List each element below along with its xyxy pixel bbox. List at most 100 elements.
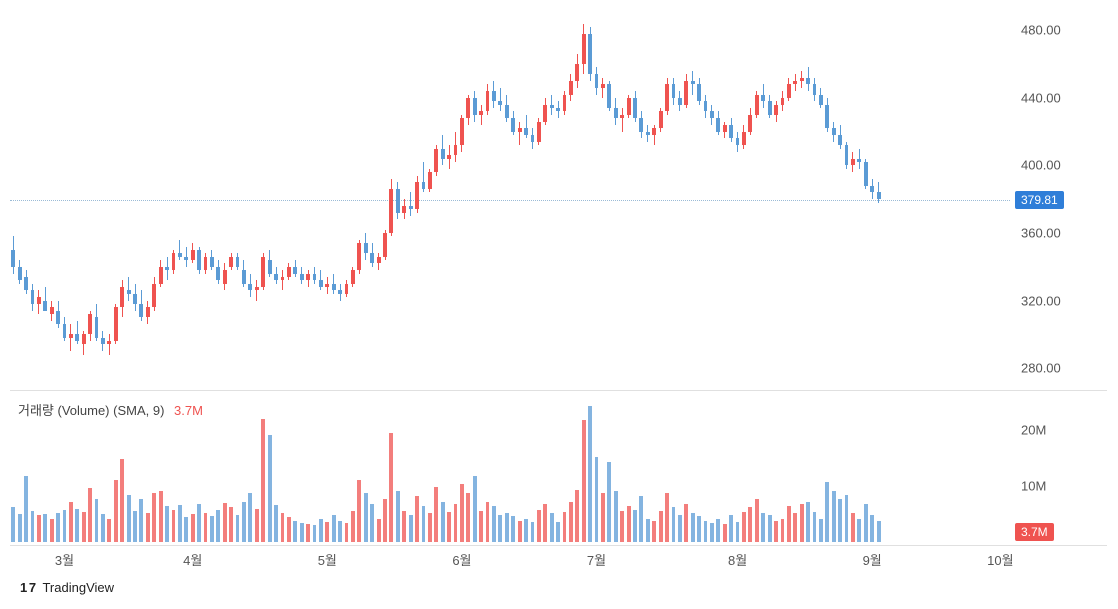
volume-axis[interactable]: 10M20M3.7M <box>1015 397 1110 542</box>
candle-body <box>582 34 586 64</box>
candle-body <box>107 341 111 344</box>
volume-bar <box>537 510 541 542</box>
candle-body <box>332 284 336 291</box>
volume-bar <box>441 502 445 542</box>
candle-body <box>787 84 791 98</box>
candle-body <box>479 111 483 114</box>
candle-body <box>120 287 124 307</box>
candle-body <box>729 125 733 139</box>
volume-bar <box>56 513 60 542</box>
candle-body <box>306 274 310 281</box>
candle-body <box>127 290 131 293</box>
candle-wick <box>481 105 482 125</box>
candle-body <box>18 267 22 281</box>
volume-bar <box>454 504 458 542</box>
candle-body <box>556 108 560 111</box>
volume-bar <box>63 510 67 542</box>
candle-body <box>678 98 682 105</box>
price-axis[interactable]: 280.00320.00360.00400.00440.00480.00379.… <box>1015 5 1110 385</box>
volume-bar <box>627 506 631 542</box>
volume-bar <box>306 524 310 542</box>
candle-body <box>172 253 176 270</box>
volume-bar <box>825 482 829 542</box>
candle-body <box>409 206 413 209</box>
volume-bar <box>563 512 567 542</box>
volume-bar <box>601 493 605 542</box>
volume-bar <box>43 514 47 542</box>
candle-body <box>300 274 304 281</box>
time-tick-label: 6월 <box>452 550 471 569</box>
candle-body <box>434 149 438 173</box>
candle-body <box>755 95 759 115</box>
volume-bar <box>313 525 317 542</box>
volume-bar <box>101 514 105 542</box>
candle-body <box>370 253 374 263</box>
candle-body <box>338 290 342 293</box>
candle-body <box>274 274 278 281</box>
price-chart-pane[interactable] <box>10 5 1010 385</box>
candle-body <box>402 206 406 213</box>
last-price-line <box>10 200 1010 201</box>
candle-body <box>223 270 227 284</box>
candle-body <box>325 284 329 287</box>
candle-body <box>473 98 477 115</box>
candle-body <box>870 186 874 193</box>
volume-bar <box>806 502 810 542</box>
candle-wick <box>410 192 411 216</box>
volume-bar <box>781 519 785 542</box>
candle-body <box>684 81 688 105</box>
volume-bar <box>742 512 746 542</box>
volume-bar <box>466 493 470 542</box>
volume-bar <box>633 510 637 542</box>
volume-bar <box>595 457 599 542</box>
volume-chart-pane[interactable] <box>10 397 1010 542</box>
time-axis[interactable]: 3월4월5월6월7월8월9월10월 <box>10 546 1010 574</box>
volume-bar <box>492 506 496 542</box>
volume-bar <box>723 524 727 542</box>
candle-body <box>191 250 195 260</box>
candle-body <box>460 118 464 145</box>
candle-body <box>377 257 381 264</box>
volume-bar <box>813 512 817 542</box>
candle-body <box>204 257 208 271</box>
candle-body <box>236 257 240 267</box>
volume-bar <box>569 502 573 542</box>
candle-body <box>825 105 829 129</box>
volume-bar <box>11 507 15 542</box>
volume-bar <box>236 515 240 542</box>
volume-bar <box>152 493 156 542</box>
candle-body <box>851 159 855 166</box>
volume-bar <box>242 502 246 542</box>
candle-body <box>524 128 528 135</box>
candle-body <box>633 98 637 118</box>
volume-bar <box>139 499 143 543</box>
tradingview-logo[interactable]: 1 7 TradingView <box>20 580 114 595</box>
volume-bar <box>396 491 400 542</box>
volume-bar <box>127 495 131 542</box>
candle-body <box>492 91 496 101</box>
volume-bar <box>614 491 618 542</box>
candle-body <box>620 115 624 118</box>
time-tick-label: 8월 <box>728 550 747 569</box>
logo-text: TradingView <box>42 580 114 595</box>
candle-body <box>268 260 272 274</box>
price-tick-label: 280.00 <box>1021 361 1061 376</box>
volume-bar <box>838 499 842 543</box>
candle-body <box>229 257 233 267</box>
volume-bar <box>300 523 304 542</box>
volume-bar <box>473 476 477 542</box>
candle-body <box>627 98 631 115</box>
volume-bar <box>338 521 342 542</box>
candle-body <box>428 172 432 189</box>
volume-bar <box>107 519 111 542</box>
candle-body <box>832 128 836 135</box>
candle-body <box>351 270 355 284</box>
candle-body <box>345 284 349 294</box>
volume-bar <box>24 476 28 542</box>
candle-body <box>216 267 220 281</box>
candle-body <box>139 304 143 318</box>
volume-bar <box>370 504 374 542</box>
volume-bar <box>505 513 509 542</box>
candle-body <box>723 125 727 132</box>
volume-tick-label: 20M <box>1021 423 1046 438</box>
